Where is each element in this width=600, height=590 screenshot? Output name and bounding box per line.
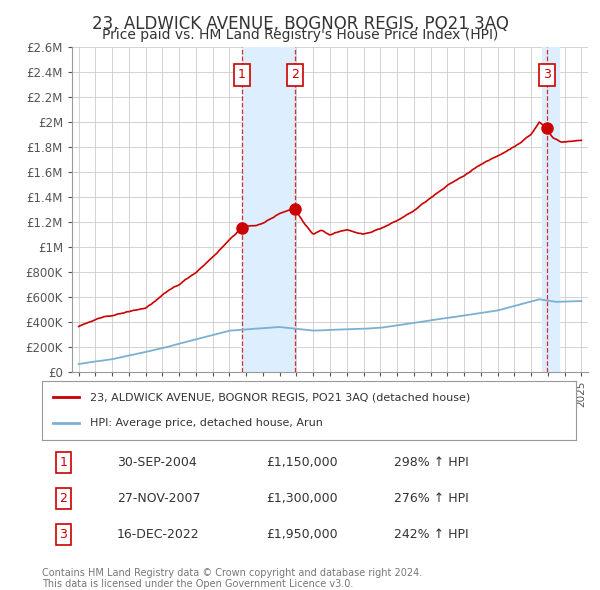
- Text: 23, ALDWICK AVENUE, BOGNOR REGIS, PO21 3AQ (detached house): 23, ALDWICK AVENUE, BOGNOR REGIS, PO21 3…: [90, 392, 470, 402]
- Text: HPI: Average price, detached house, Arun: HPI: Average price, detached house, Arun: [90, 418, 323, 428]
- Bar: [242, 47, 295, 372]
- Text: 3: 3: [543, 68, 551, 81]
- Text: 3: 3: [59, 528, 67, 541]
- Text: 16-DEC-2022: 16-DEC-2022: [117, 528, 199, 541]
- Text: This data is licensed under the Open Government Licence v3.0.: This data is licensed under the Open Gov…: [42, 579, 353, 589]
- Text: 2: 2: [59, 492, 67, 505]
- Text: 23, ALDWICK AVENUE, BOGNOR REGIS, PO21 3AQ: 23, ALDWICK AVENUE, BOGNOR REGIS, PO21 3…: [92, 15, 508, 33]
- Bar: [542, 47, 559, 372]
- Text: Contains HM Land Registry data © Crown copyright and database right 2024.: Contains HM Land Registry data © Crown c…: [42, 568, 422, 578]
- Text: 276% ↑ HPI: 276% ↑ HPI: [394, 492, 469, 505]
- Text: 1: 1: [238, 68, 246, 81]
- Text: 242% ↑ HPI: 242% ↑ HPI: [394, 528, 469, 541]
- Text: 298% ↑ HPI: 298% ↑ HPI: [394, 456, 469, 469]
- Text: 2: 2: [291, 68, 299, 81]
- Text: £1,150,000: £1,150,000: [266, 456, 338, 469]
- Text: 30-SEP-2004: 30-SEP-2004: [117, 456, 197, 469]
- Text: 27-NOV-2007: 27-NOV-2007: [117, 492, 200, 505]
- Text: 1: 1: [59, 456, 67, 469]
- Text: Price paid vs. HM Land Registry's House Price Index (HPI): Price paid vs. HM Land Registry's House …: [102, 28, 498, 42]
- Text: £1,300,000: £1,300,000: [266, 492, 338, 505]
- Text: £1,950,000: £1,950,000: [266, 528, 338, 541]
